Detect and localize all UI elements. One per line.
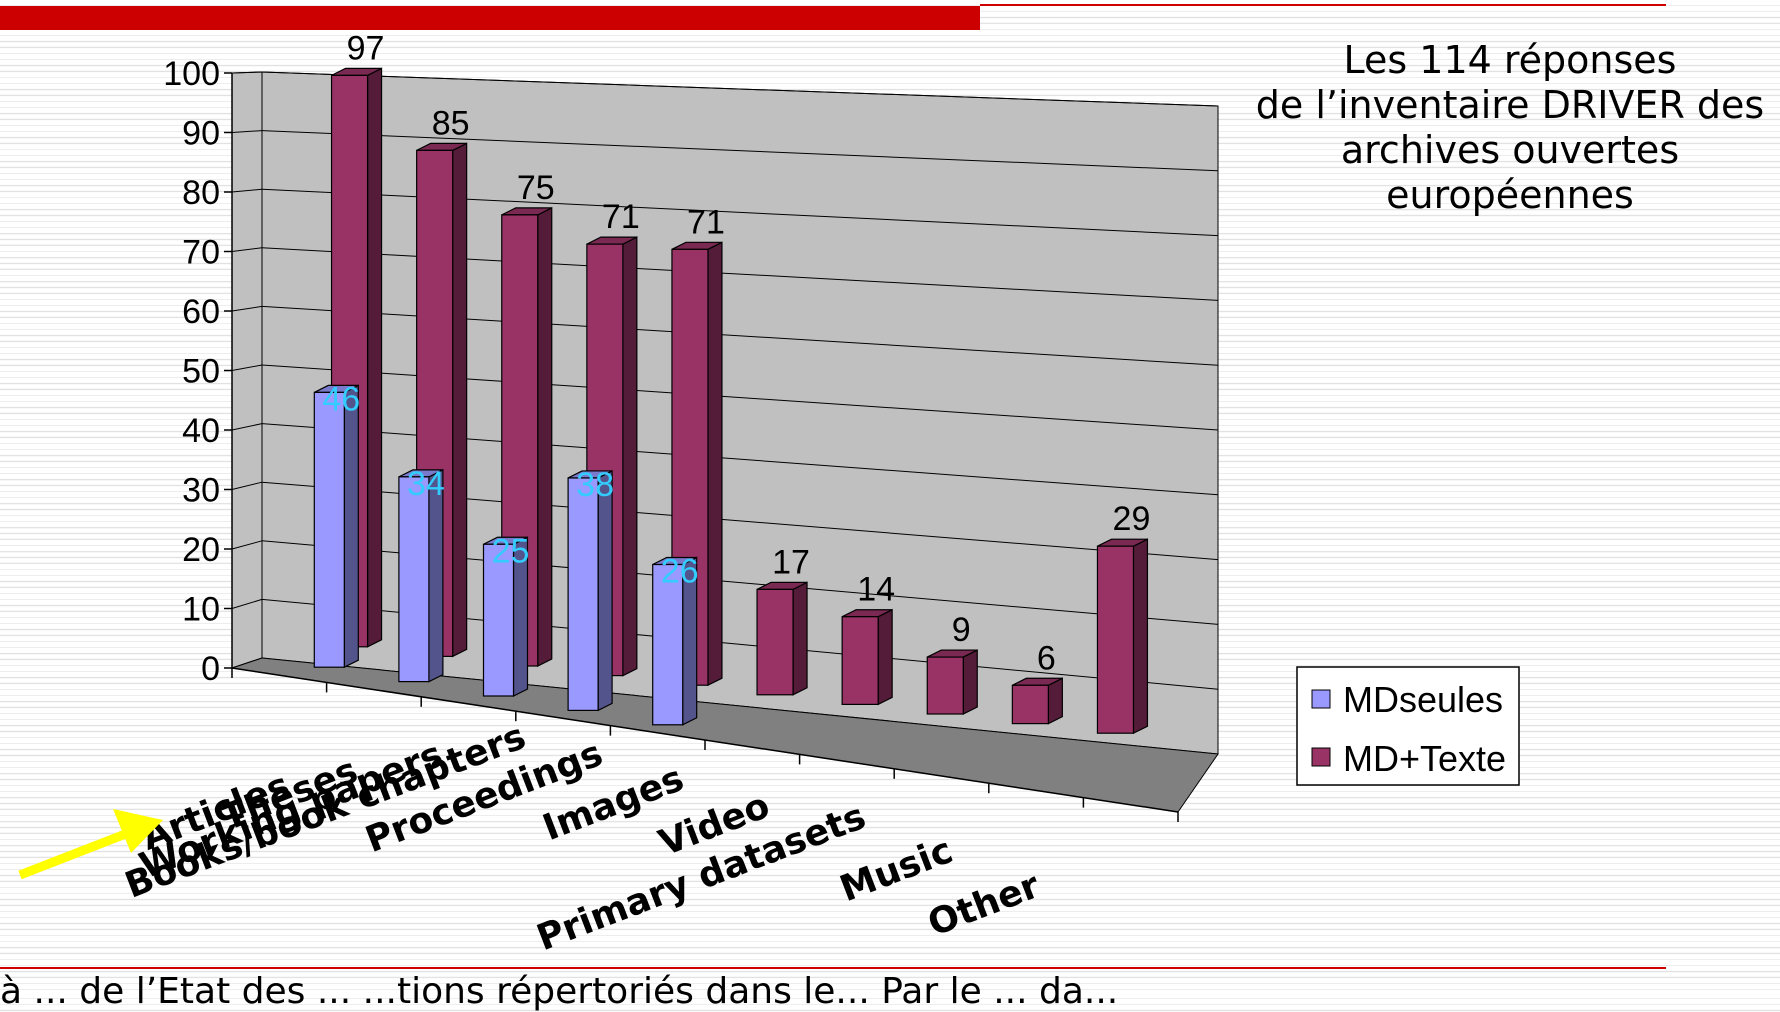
bar-md-texte-5 xyxy=(756,581,808,696)
bar-md-texte-0-side xyxy=(366,67,383,648)
bar-md-texte-3-side xyxy=(622,236,638,677)
footer-text: à ... de l’Etat des ... ...tions réperto… xyxy=(0,971,1119,1012)
y-tick-label: 0 xyxy=(201,650,220,688)
gridline xyxy=(261,130,1219,172)
y-tick-label: 100 xyxy=(163,55,220,93)
value-label-md-seules: 38 xyxy=(576,466,614,504)
bar-md-texte-8 xyxy=(1011,677,1063,725)
gridline-side xyxy=(231,247,263,252)
legend-label-md-texte: MD+Texte xyxy=(1343,738,1506,779)
legend-swatch-md-texte xyxy=(1311,747,1331,767)
gridline xyxy=(261,71,1219,107)
bar-md-seules-2 xyxy=(482,536,529,697)
bar-md-seules-4-face xyxy=(652,563,684,726)
bar-md-seules-4 xyxy=(652,556,698,726)
bar-md-texte-6-face xyxy=(841,616,879,706)
value-labels: 97 85 75 71 71 17 14 9 6 29 46 34 25 38 26 xyxy=(322,29,1150,677)
bars xyxy=(313,67,1149,735)
x-axis xyxy=(231,667,1179,822)
value-label-md-texte: 85 xyxy=(432,104,470,142)
arrow-head xyxy=(113,809,163,853)
top-accent-bar xyxy=(0,6,980,30)
bar-md-seules-1 xyxy=(398,468,444,683)
gridline-side xyxy=(231,540,263,550)
caption-line-4: européennes xyxy=(1386,173,1634,217)
gridline-side xyxy=(231,364,263,371)
category-label-other: Other xyxy=(923,865,1046,945)
y-axis: 0 10 20 30 40 50 60 70 80 90 100 xyxy=(163,55,233,688)
bar-md-seules-3-face xyxy=(567,477,599,712)
bar-md-texte-5-face xyxy=(756,588,794,696)
value-label-md-texte: 75 xyxy=(517,169,555,207)
bar-md-texte-7-face xyxy=(926,656,964,715)
y-tick-label: 30 xyxy=(182,472,220,510)
bar-md-texte-1-side xyxy=(452,142,468,658)
bar-md-seules-0 xyxy=(313,384,359,669)
bar-md-seules-0-side xyxy=(343,384,359,669)
gridline-side xyxy=(231,481,263,490)
bar-md-texte-2-side xyxy=(537,206,553,667)
bar-md-texte-8-face xyxy=(1011,684,1049,725)
y-tick-label: 70 xyxy=(182,234,220,272)
value-label-md-texte: 97 xyxy=(347,29,385,67)
y-tick-label: 10 xyxy=(182,591,220,629)
y-tick-label: 40 xyxy=(182,412,220,450)
legend-box xyxy=(1296,666,1520,786)
gridline-side xyxy=(231,71,263,74)
bar-md-texte-7 xyxy=(926,649,978,715)
bar-md-texte-4-side xyxy=(707,241,723,687)
legend: MDseules MD+Texte xyxy=(1296,666,1520,786)
bar-md-texte-6-side xyxy=(877,608,893,706)
caption-line-1: Les 114 réponses xyxy=(1343,38,1677,82)
caption-line-2: de l’inventaire DRIVER des xyxy=(1255,83,1765,127)
gridline-side xyxy=(231,598,263,609)
bar-md-seules-3-side xyxy=(597,469,613,712)
value-label-md-texte: 29 xyxy=(1113,500,1151,538)
value-label-md-seules: 25 xyxy=(492,532,530,570)
value-label-md-texte: 6 xyxy=(1037,639,1056,677)
bar-md-texte-9-side xyxy=(1132,538,1149,735)
bar-md-seules-0-face xyxy=(313,391,345,668)
gridline-side xyxy=(231,423,263,431)
bar-md-seules-3 xyxy=(567,469,613,712)
value-label-md-seules: 46 xyxy=(322,380,360,418)
y-tick-label: 20 xyxy=(182,531,220,569)
value-label-md-texte: 17 xyxy=(772,543,810,581)
legend-swatch-md-seules xyxy=(1311,689,1331,709)
bar-md-texte-8-side xyxy=(1047,677,1063,725)
legend-label-md-seules: MDseules xyxy=(1343,679,1503,720)
value-label-md-texte: 9 xyxy=(952,611,971,649)
y-tick-label: 50 xyxy=(182,353,220,391)
plot-area: 0 10 20 30 40 50 60 70 80 90 100 97 85 75 71 71 17 14 9 6 2… xyxy=(163,29,1219,822)
value-label-md-seules: 34 xyxy=(407,465,445,503)
gridline-side xyxy=(231,188,263,193)
gridline-side xyxy=(231,305,263,312)
chart-caption: Les 114 réponses de l’inventaire DRIVER … xyxy=(1240,38,1780,218)
caption-line-3: archives ouvertes xyxy=(1340,128,1680,172)
category-label-music: Music xyxy=(835,830,959,910)
arrow xyxy=(18,809,163,880)
arrow-shaft xyxy=(18,828,130,880)
value-label-md-texte: 14 xyxy=(857,571,895,609)
gridline-side xyxy=(231,130,263,133)
bar-md-texte-9 xyxy=(1096,538,1149,735)
bar-md-seules-2-face xyxy=(482,543,515,697)
y-tick-label: 60 xyxy=(182,293,220,331)
bar-md-seules-1-face xyxy=(398,476,430,683)
y-tick-label: 90 xyxy=(182,115,220,153)
bar-md-texte-5-side xyxy=(792,581,808,696)
bar-md-texte-6 xyxy=(841,608,893,706)
value-label-md-texte: 71 xyxy=(687,203,725,241)
value-label-md-texte: 71 xyxy=(602,198,640,236)
bar-md-texte-9-face xyxy=(1096,545,1135,734)
value-label-md-seules: 26 xyxy=(661,553,699,591)
bar-md-texte-7-side xyxy=(962,649,978,715)
y-tick-label: 80 xyxy=(182,174,220,212)
